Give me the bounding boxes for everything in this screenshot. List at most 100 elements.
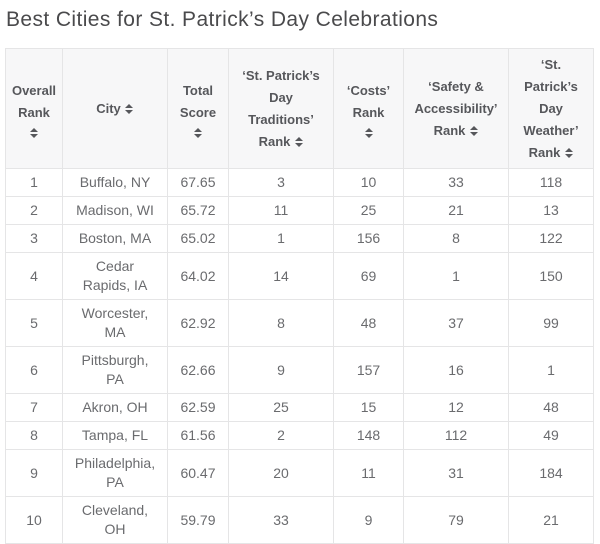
sort-icon	[30, 127, 39, 138]
column-header-label: Total Score	[179, 82, 217, 120]
cell-total-score: 62.66	[167, 346, 229, 394]
cell-city: Tampa, FL	[62, 421, 168, 450]
table-row: 2 Madison, WI 65.72 11 25 21 13	[5, 196, 594, 225]
cell-safety-rank: 37	[403, 299, 509, 347]
cell-overall-rank: 10	[5, 496, 63, 544]
cell-total-score: 67.65	[167, 168, 229, 197]
column-header-total-score[interactable]: Total Score	[167, 48, 229, 169]
sort-icon	[294, 136, 303, 147]
table-row: 1 Buffalo, NY 67.65 3 10 33 118	[5, 168, 594, 197]
cell-costs-rank: 157	[333, 346, 404, 394]
cell-safety-rank: 8	[403, 224, 509, 253]
cell-total-score: 60.47	[167, 449, 229, 497]
cell-overall-rank: 1	[5, 168, 63, 197]
cell-safety-rank: 12	[403, 393, 509, 422]
column-header-label: Overall Rank	[11, 82, 57, 120]
column-header-label: ‘St. Patrick’s Day Traditions’ Rank	[242, 67, 320, 149]
sort-icon	[564, 147, 573, 158]
table-row: 8 Tampa, FL 61.56 2 148 112 49	[5, 421, 594, 450]
cell-total-score: 65.72	[167, 196, 229, 225]
column-header-weather-rank[interactable]: ‘St. Patrick’s Day Weather’ Rank	[508, 48, 594, 169]
cell-safety-rank: 1	[403, 252, 509, 300]
cell-traditions-rank: 9	[228, 346, 334, 394]
cell-overall-rank: 7	[5, 393, 63, 422]
cell-weather-rank: 150	[508, 252, 594, 300]
cell-weather-rank: 48	[508, 393, 594, 422]
cell-costs-rank: 48	[333, 299, 404, 347]
column-header-traditions-rank[interactable]: ‘St. Patrick’s Day Traditions’ Rank	[228, 48, 334, 169]
cell-city: Cedar Rapids, IA	[62, 252, 168, 300]
column-header-costs-rank[interactable]: ‘Costs’ Rank	[333, 48, 404, 169]
sort-icon	[364, 127, 373, 138]
cell-traditions-rank: 1	[228, 224, 334, 253]
cell-city: Worcester, MA	[62, 299, 168, 347]
cell-traditions-rank: 25	[228, 393, 334, 422]
cell-weather-rank: 13	[508, 196, 594, 225]
cell-city: Philadelphia, PA	[62, 449, 168, 497]
header-row: Overall Rank City Total Score ‘St. Patri…	[5, 48, 594, 169]
cell-costs-rank: 25	[333, 196, 404, 225]
cell-safety-rank: 112	[403, 421, 509, 450]
cell-total-score: 62.59	[167, 393, 229, 422]
page-title: Best Cities for St. Patrick’s Day Celebr…	[6, 8, 439, 31]
cell-traditions-rank: 2	[228, 421, 334, 450]
cell-city: Cleveland, OH	[62, 496, 168, 544]
cell-costs-rank: 9	[333, 496, 404, 544]
column-header-safety-rank[interactable]: ‘Safety & Accessibility’ Rank	[403, 48, 509, 169]
column-header-city[interactable]: City	[62, 48, 168, 169]
table-row: 6 Pittsburgh, PA 62.66 9 157 16 1	[5, 346, 594, 394]
table-row: 10 Cleveland, OH 59.79 33 9 79 21	[5, 496, 594, 544]
column-header-label: City	[96, 100, 121, 116]
table-row: 5 Worcester, MA 62.92 8 48 37 99	[5, 299, 594, 347]
cell-city: Buffalo, NY	[62, 168, 168, 197]
cell-weather-rank: 184	[508, 449, 594, 497]
cell-weather-rank: 99	[508, 299, 594, 347]
cell-weather-rank: 118	[508, 168, 594, 197]
cell-traditions-rank: 20	[228, 449, 334, 497]
sort-icon	[469, 125, 478, 136]
cell-safety-rank: 79	[403, 496, 509, 544]
table-row: 4 Cedar Rapids, IA 64.02 14 69 1 150	[5, 252, 594, 300]
table-row: 3 Boston, MA 65.02 1 156 8 122	[5, 224, 594, 253]
cell-costs-rank: 69	[333, 252, 404, 300]
cell-overall-rank: 5	[5, 299, 63, 347]
cell-weather-rank: 49	[508, 421, 594, 450]
cell-safety-rank: 31	[403, 449, 509, 497]
column-header-label: ‘St. Patrick’s Day Weather’ Rank	[523, 56, 579, 160]
cell-overall-rank: 3	[5, 224, 63, 253]
cell-overall-rank: 4	[5, 252, 63, 300]
sort-icon	[125, 103, 134, 114]
rankings-table: Overall Rank City Total Score ‘St. Patri…	[5, 48, 594, 544]
cell-overall-rank: 8	[5, 421, 63, 450]
cell-traditions-rank: 14	[228, 252, 334, 300]
cell-total-score: 65.02	[167, 224, 229, 253]
cell-city: Pittsburgh, PA	[62, 346, 168, 394]
column-header-label: ‘Safety & Accessibility’ Rank	[414, 78, 498, 138]
cell-total-score: 59.79	[167, 496, 229, 544]
cell-overall-rank: 2	[5, 196, 63, 225]
cell-safety-rank: 16	[403, 346, 509, 394]
cell-traditions-rank: 3	[228, 168, 334, 197]
cell-city: Akron, OH	[62, 393, 168, 422]
cell-overall-rank: 6	[5, 346, 63, 394]
cell-city: Boston, MA	[62, 224, 168, 253]
cell-costs-rank: 148	[333, 421, 404, 450]
cell-traditions-rank: 33	[228, 496, 334, 544]
cell-total-score: 64.02	[167, 252, 229, 300]
cell-safety-rank: 33	[403, 168, 509, 197]
cell-costs-rank: 11	[333, 449, 404, 497]
cell-costs-rank: 15	[333, 393, 404, 422]
column-header-label: ‘Costs’ Rank	[346, 82, 391, 120]
cell-traditions-rank: 11	[228, 196, 334, 225]
table-row: 7 Akron, OH 62.59 25 15 12 48	[5, 393, 594, 422]
sort-icon	[194, 127, 203, 138]
cell-weather-rank: 21	[508, 496, 594, 544]
cell-safety-rank: 21	[403, 196, 509, 225]
cell-city: Madison, WI	[62, 196, 168, 225]
cell-traditions-rank: 8	[228, 299, 334, 347]
cell-total-score: 62.92	[167, 299, 229, 347]
cell-costs-rank: 10	[333, 168, 404, 197]
cell-weather-rank: 1	[508, 346, 594, 394]
column-header-overall-rank[interactable]: Overall Rank	[5, 48, 63, 169]
